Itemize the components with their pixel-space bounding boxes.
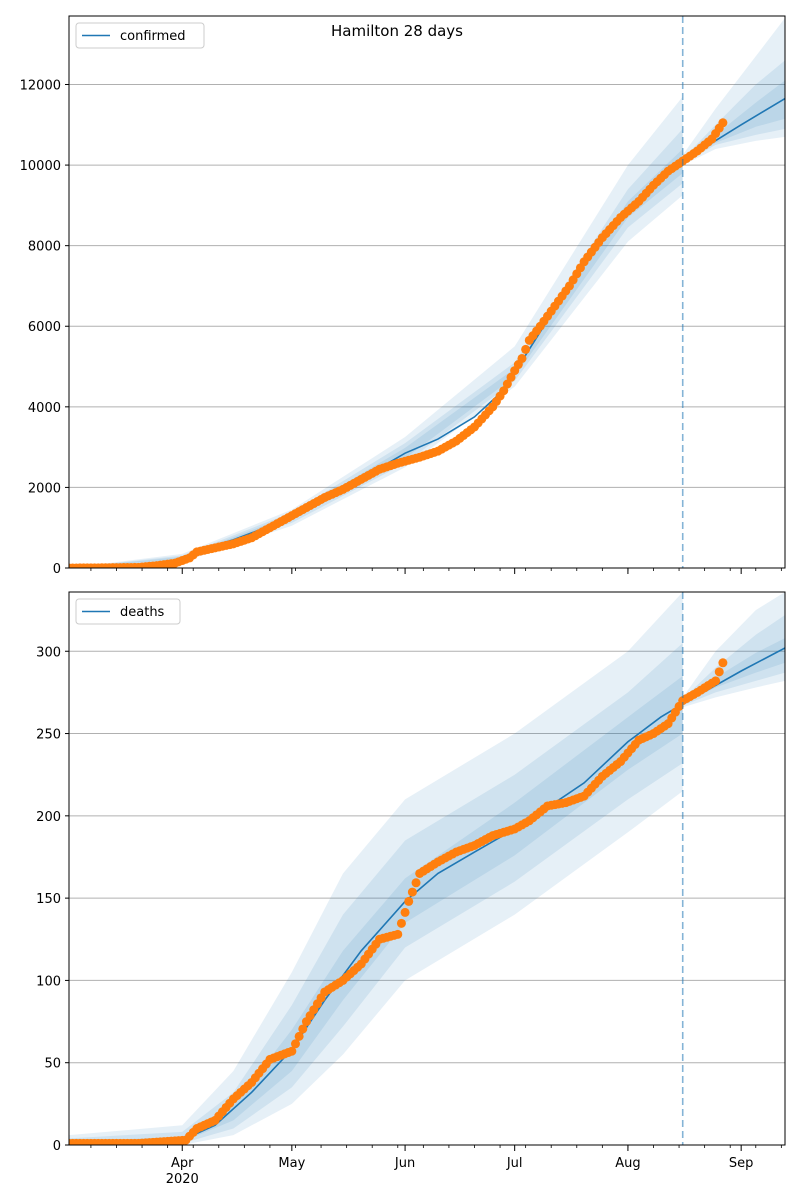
observed-point	[396, 918, 406, 928]
y-tick-label: 4000	[28, 401, 61, 416]
y-tick-label: 50	[44, 1057, 61, 1072]
observed-point	[287, 1046, 297, 1056]
legend: deaths	[75, 598, 181, 625]
y-tick-label: 200	[36, 810, 61, 825]
observed-point	[499, 386, 509, 396]
x-tick-label: Sep	[729, 1156, 754, 1171]
deaths-line	[69, 647, 785, 1145]
y-tick-label: 2000	[28, 481, 61, 496]
observed-point	[290, 1039, 300, 1049]
observed-point	[517, 353, 527, 363]
observed-point	[407, 887, 417, 897]
outer-band	[69, 592, 683, 1145]
x-tick-label: Jun	[394, 1156, 415, 1171]
y-tick-label: 300	[36, 645, 61, 660]
figure-title: Hamilton 28 days	[331, 22, 463, 40]
observed-point	[502, 379, 512, 389]
observed-point	[711, 676, 721, 686]
legend-box	[75, 598, 181, 625]
observed-point	[411, 878, 421, 888]
observed-point	[400, 907, 410, 917]
y-tick-label: 12000	[20, 78, 61, 93]
observed-point	[714, 667, 724, 677]
y-tick-label: 6000	[28, 320, 61, 335]
y-tick-label: 8000	[28, 240, 61, 255]
axes-frame	[68, 591, 786, 1146]
legend: confirmed	[75, 22, 205, 49]
observed-point	[718, 118, 728, 128]
y-tick-label: 0	[53, 562, 61, 577]
observed-point	[404, 896, 414, 906]
x-tick-sublabel: 2020	[166, 1172, 199, 1187]
y-tick-label: 150	[36, 892, 61, 907]
legend-label: confirmed	[120, 29, 186, 44]
y-tick-label: 100	[36, 974, 61, 989]
x-tick-label: May	[278, 1156, 305, 1171]
inner-band	[69, 675, 683, 1145]
forecast-outer-band	[682, 18, 785, 166]
observed-point	[393, 929, 403, 939]
inner-band	[69, 148, 683, 568]
observed-point	[506, 372, 516, 382]
legend-box	[75, 22, 205, 49]
observed-point	[718, 658, 728, 668]
axes-frame	[68, 15, 786, 569]
observed-point	[521, 344, 531, 354]
y-tick-label: 10000	[20, 159, 61, 174]
y-tick-label: 0	[53, 1139, 61, 1154]
observed-point	[294, 1031, 304, 1041]
confirmed-panel: 0 2000 4000 6000 8000 10000 12000 confirmed	[20, 15, 786, 577]
x-tick-label: Jul	[506, 1156, 523, 1171]
mid-band	[69, 643, 683, 1145]
x-tick-label: Apr	[171, 1156, 194, 1171]
observed-point	[298, 1024, 308, 1034]
mid-band	[69, 128, 683, 568]
outer-band	[69, 96, 683, 568]
forecast-outer-band	[682, 592, 785, 708]
y-tick-label: 250	[36, 728, 61, 743]
x-tick-label: Aug	[615, 1156, 640, 1171]
legend-label: deaths	[120, 605, 165, 620]
